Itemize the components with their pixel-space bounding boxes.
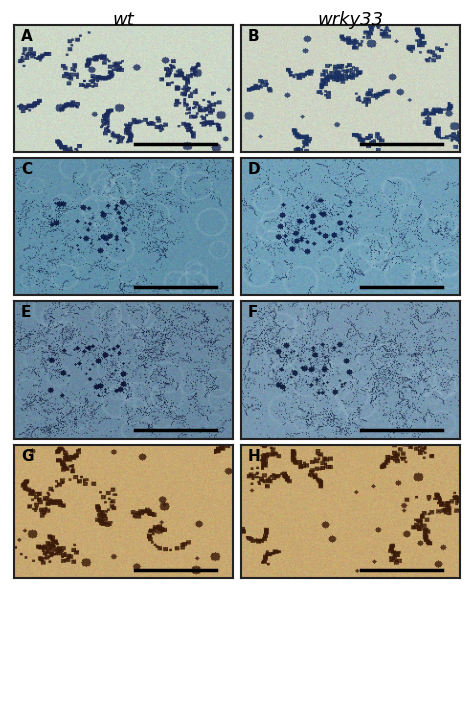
- Text: E: E: [21, 306, 31, 320]
- Text: C: C: [21, 162, 32, 177]
- Text: G: G: [21, 449, 33, 463]
- Text: B: B: [247, 29, 259, 44]
- Text: wrky33: wrky33: [317, 11, 383, 29]
- Text: D: D: [247, 162, 260, 177]
- Text: A: A: [21, 29, 33, 44]
- Text: H: H: [247, 449, 260, 463]
- Text: wt: wt: [113, 11, 135, 29]
- Text: F: F: [247, 306, 257, 320]
